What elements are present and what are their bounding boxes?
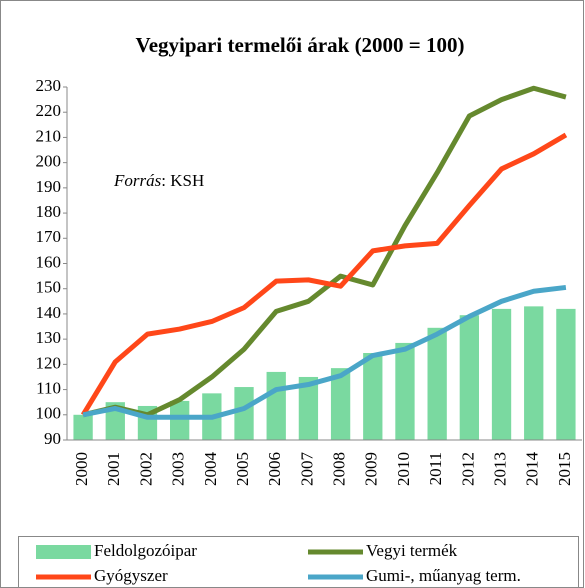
legend-label: Gyógyszer xyxy=(94,566,168,585)
bar xyxy=(170,400,190,440)
legend-label: Gumi-, műanyag term. xyxy=(366,566,521,585)
y-tick-label: 190 xyxy=(36,177,62,196)
bar xyxy=(266,371,286,440)
bar xyxy=(234,387,254,440)
bar xyxy=(491,308,512,440)
chart-title: Vegyipari termelői árak (2000 = 100) xyxy=(135,33,464,57)
x-tick-label: 2009 xyxy=(362,452,381,486)
x-tick-label: 2015 xyxy=(555,452,574,486)
x-tick-label: 2000 xyxy=(72,452,91,486)
x-tick-label: 2006 xyxy=(265,452,284,486)
bar xyxy=(395,342,415,440)
y-tick-label: 200 xyxy=(36,152,62,171)
y-tick-label: 220 xyxy=(36,101,62,120)
bar xyxy=(459,315,479,440)
annotation: Forrás: KSH xyxy=(113,171,204,190)
line xyxy=(80,132,568,417)
y-tick-label: 130 xyxy=(36,328,62,347)
x-tick-label: 2012 xyxy=(458,452,477,486)
legend-label: Vegyi termék xyxy=(366,541,458,560)
y-tick-label: 140 xyxy=(36,303,62,322)
line xyxy=(82,85,567,418)
bar xyxy=(524,306,544,440)
bar xyxy=(73,414,93,440)
bar xyxy=(556,308,576,440)
annotation-text: : KSH xyxy=(161,171,204,190)
bar xyxy=(363,353,383,440)
bar xyxy=(427,327,447,440)
legend-box xyxy=(18,536,579,588)
x-tick-label: 2010 xyxy=(394,452,413,486)
x-tick-label: 2008 xyxy=(330,452,349,486)
y-tick-label: 90 xyxy=(44,429,61,448)
y-tick-label: 170 xyxy=(36,227,62,246)
x-tick-label: 2004 xyxy=(201,452,220,487)
x-tick-label: 2014 xyxy=(523,452,542,487)
y-tick-label: 120 xyxy=(36,353,62,372)
x-tick-label: 2005 xyxy=(233,452,252,486)
legend-swatch xyxy=(36,545,91,559)
y-tick-label: 210 xyxy=(36,126,62,145)
bar xyxy=(330,368,351,440)
y-tick-label: 160 xyxy=(36,252,62,271)
x-tick-label: 2013 xyxy=(490,452,509,486)
y-tick-label: 110 xyxy=(36,378,61,397)
y-tick-label: 100 xyxy=(36,404,62,423)
x-tick-label: 2007 xyxy=(297,452,316,487)
x-tick-label: 2003 xyxy=(169,452,188,486)
x-tick-label: 2001 xyxy=(104,452,123,486)
y-tick-label: 230 xyxy=(36,76,62,95)
y-tick-label: 180 xyxy=(36,202,62,221)
annotation-label: Forrás xyxy=(113,171,162,190)
legend-label: Feldolgozóipar xyxy=(94,541,197,560)
y-tick-label: 150 xyxy=(36,278,62,297)
bar xyxy=(298,376,319,440)
x-tick-label: 2002 xyxy=(136,452,155,486)
x-tick-label: 2011 xyxy=(426,452,445,485)
line xyxy=(82,284,567,420)
